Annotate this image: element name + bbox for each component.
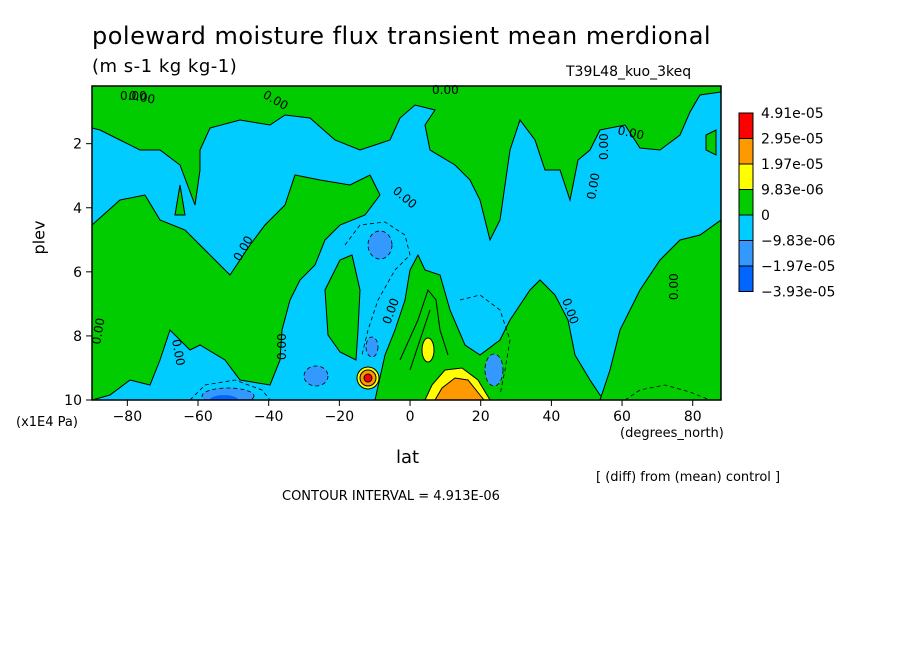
colorbar-swatch [738, 265, 754, 292]
plot-frame [91, 85, 722, 401]
x-tick-label: −80 [113, 409, 143, 425]
x-tick-label: 0 [406, 409, 415, 425]
negative-contour [459, 294, 511, 396]
y-axis-units: (x1E4 Pa) [16, 415, 78, 430]
region-negative-mid [303, 365, 329, 387]
y-axis: 2 4 6 8 10 [64, 137, 92, 409]
contour-label: 0.00 [127, 88, 156, 106]
y-tick-label: 8 [73, 329, 82, 345]
colorbar-label: 1.97e-05 [761, 157, 824, 173]
region-negative-mid [365, 336, 379, 358]
x-axis-units: (degrees_north) [620, 426, 724, 441]
contour-label: 0.00 [667, 273, 681, 300]
region-positive-mid [421, 337, 435, 363]
positive-contour [409, 309, 431, 371]
region-positive-small [92, 86, 721, 242]
colorbar-label: 4.91e-05 [761, 106, 824, 122]
chart-title: poleward moisture flux transient mean me… [92, 22, 712, 50]
colorbar-swatch [738, 189, 754, 216]
colorbar: 4.91e-05 2.95e-05 1.97e-05 9.83e-06 0 −9.83e-… [738, 106, 835, 301]
negative-contour [344, 221, 411, 356]
region-negative-mid [367, 230, 393, 260]
x-axis-label: lat [396, 447, 420, 468]
region-positive-small [599, 219, 721, 400]
region-positive-small [374, 253, 611, 400]
experiment-name: T39L48_kuo_3keq [566, 64, 692, 80]
y-tick-label: 10 [64, 393, 82, 409]
colorbar-swatch [738, 240, 754, 267]
contour-interval: CONTOUR INTERVAL = 4.913E-06 [282, 489, 500, 504]
footnote: [ (diff) from (mean) control ] [596, 470, 781, 485]
colorbar-swatch [738, 112, 754, 139]
contour-label: 0.00 [275, 333, 289, 360]
x-tick-label: −20 [325, 409, 355, 425]
contour-label: 0.00 [432, 83, 459, 97]
y-tick-label: 6 [73, 265, 82, 281]
x-axis: −80 −60 −40 −20 0 20 40 60 80 [113, 400, 702, 425]
region-negative-mid [484, 353, 504, 387]
colorbar-label: −1.97e-05 [761, 259, 835, 275]
region-positive-small [174, 184, 186, 216]
x-tick-label: 60 [613, 409, 631, 425]
x-tick-label: −60 [183, 409, 213, 425]
x-tick-label: 80 [684, 409, 702, 425]
chart-units: (m s-1 kg kg-1) [92, 56, 238, 77]
colorbar-label: 0 [761, 208, 770, 224]
colorbar-swatch [738, 214, 754, 241]
colorbar-swatch [738, 163, 754, 190]
y-tick-label: 4 [73, 201, 82, 217]
contour-label: 0.00 [89, 317, 107, 346]
region-negative-high [210, 395, 238, 400]
contour-label: 0.00 [120, 89, 147, 103]
region-positive-small [324, 254, 361, 361]
region-positive-small [92, 174, 381, 400]
positive-contour [399, 288, 449, 361]
contour-label: 0.00 [597, 133, 611, 160]
region-positive-max [363, 373, 373, 383]
contour-fill-layer [92, 86, 721, 400]
x-tick-label: 20 [472, 409, 490, 425]
colorbar-swatch [738, 138, 754, 165]
colorbar-label: 2.95e-05 [761, 132, 824, 148]
contour-label: 0.00 [584, 172, 602, 201]
region-positive-small [705, 129, 717, 156]
y-tick-label: 2 [73, 137, 82, 153]
x-tick-label: −40 [254, 409, 284, 425]
colorbar-label: 9.83e-06 [761, 183, 824, 199]
region-positive-high [434, 377, 485, 400]
colorbar-label: −3.93e-05 [761, 285, 835, 301]
colorbar-label: −9.83e-06 [761, 234, 835, 250]
x-tick-label: 40 [542, 409, 560, 425]
contour-label: 0.00 [169, 338, 187, 367]
contour-label: 0.00 [616, 123, 645, 142]
negative-contour [189, 379, 271, 400]
negative-contour [624, 384, 711, 400]
